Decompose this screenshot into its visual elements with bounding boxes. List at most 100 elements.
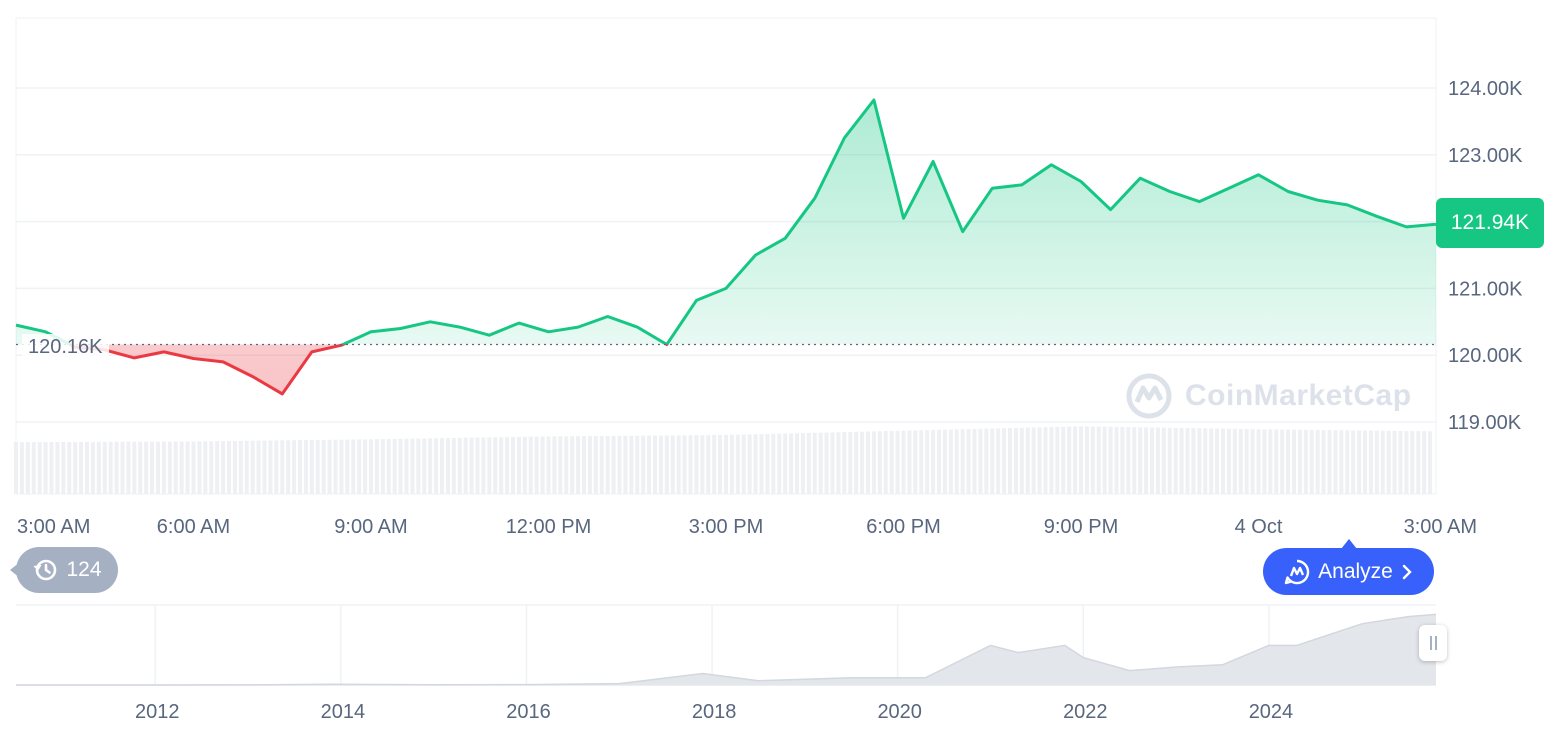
volume-bar bbox=[79, 441, 84, 494]
volume-bar bbox=[292, 440, 297, 494]
volume-bar bbox=[522, 436, 527, 494]
volume-bar bbox=[1209, 428, 1214, 494]
x-tick-label: 6:00 AM bbox=[157, 516, 230, 538]
volume-bar bbox=[339, 439, 344, 494]
overview-line bbox=[16, 613, 1437, 686]
volume-bar bbox=[1073, 426, 1078, 494]
volume-bar bbox=[570, 436, 575, 494]
volume-bar bbox=[1303, 429, 1308, 494]
y-tick-label: 120.00K bbox=[1448, 345, 1523, 367]
volume-bar bbox=[345, 439, 350, 494]
volume-bar bbox=[688, 435, 693, 494]
volume-bar bbox=[238, 440, 243, 494]
area-above-baseline bbox=[16, 100, 1436, 345]
volume-bar bbox=[280, 440, 285, 494]
volume-bar bbox=[481, 437, 486, 494]
overview-year-label: 2012 bbox=[135, 701, 180, 723]
volume-bar bbox=[735, 434, 740, 494]
volume-bar bbox=[1120, 426, 1125, 494]
volume-bar bbox=[990, 428, 995, 494]
volume-bar bbox=[232, 440, 237, 494]
volume-bar bbox=[729, 434, 734, 494]
volume-bar bbox=[1280, 429, 1285, 494]
volume-bar bbox=[262, 440, 267, 494]
volume-bar bbox=[552, 436, 557, 494]
volume-bar bbox=[256, 440, 261, 494]
volume-bar bbox=[972, 428, 977, 494]
volume-bar bbox=[1410, 431, 1415, 494]
volume-bar bbox=[593, 436, 598, 494]
volume-bar bbox=[605, 435, 610, 494]
x-tick-label: 4 Oct bbox=[1235, 516, 1283, 538]
volume-bar bbox=[1262, 429, 1267, 494]
volume-bar bbox=[55, 441, 60, 494]
volume-bar bbox=[860, 431, 865, 494]
volume-bar bbox=[647, 435, 652, 494]
history-button[interactable]: 124 bbox=[10, 547, 118, 593]
volume-bar bbox=[1292, 429, 1296, 494]
overview-area bbox=[16, 614, 1436, 685]
volume-bar bbox=[85, 441, 89, 494]
volume-bar bbox=[676, 435, 681, 494]
volume-bar bbox=[901, 430, 906, 494]
volume-bar bbox=[1108, 426, 1113, 494]
volume-bar bbox=[132, 441, 137, 494]
x-tick-label: 9:00 AM bbox=[334, 516, 407, 538]
volume-bar bbox=[617, 435, 622, 494]
volume-bar bbox=[73, 441, 78, 494]
volume-bar bbox=[250, 440, 255, 494]
watermark-text: CoinMarketCap bbox=[1185, 379, 1412, 412]
volume-bar bbox=[611, 435, 616, 494]
volume-bar bbox=[599, 435, 604, 494]
volume-bar bbox=[1333, 430, 1338, 494]
volume-bar bbox=[469, 437, 474, 494]
volume-bar bbox=[1061, 426, 1066, 494]
overview-year-label: 2020 bbox=[877, 701, 922, 723]
volume-bar bbox=[1031, 427, 1036, 494]
volume-bar bbox=[1203, 428, 1208, 494]
volume-bar bbox=[629, 435, 634, 494]
volume-bar bbox=[108, 441, 113, 494]
volume-bar bbox=[1221, 428, 1225, 494]
volume-bar bbox=[244, 440, 249, 494]
volume-bar bbox=[1398, 430, 1403, 494]
volume-bar bbox=[398, 438, 403, 494]
volume-bar bbox=[913, 430, 918, 494]
volume-bar bbox=[191, 441, 196, 494]
price-line-above bbox=[15, 98, 1437, 345]
volume-bar bbox=[1144, 427, 1149, 494]
volume-bar bbox=[724, 434, 728, 494]
volume-bar bbox=[120, 441, 125, 494]
volume-bar bbox=[1096, 426, 1101, 494]
volume-bar bbox=[546, 436, 551, 494]
volume-bar bbox=[960, 429, 965, 494]
volume-bar bbox=[333, 439, 338, 494]
x-tick-label: 3:00 AM bbox=[1404, 516, 1477, 538]
volume-bar bbox=[37, 442, 42, 494]
volume-bar bbox=[771, 433, 776, 494]
volume-bar bbox=[1055, 426, 1060, 494]
volume-bar bbox=[919, 430, 924, 494]
volume-bar bbox=[877, 431, 882, 494]
volume-bar bbox=[1309, 429, 1314, 494]
overview-year-label: 2022 bbox=[1063, 701, 1108, 723]
volume-bar bbox=[321, 439, 326, 494]
volume-bar bbox=[1114, 426, 1119, 494]
volume-bar bbox=[499, 437, 504, 494]
volume-bar bbox=[90, 441, 95, 494]
volume-bar bbox=[126, 441, 131, 494]
volume-bar bbox=[871, 431, 876, 494]
overview-year-label: 2018 bbox=[692, 701, 737, 723]
x-tick-label: 3:00 PM bbox=[689, 516, 763, 538]
chevron-right-icon bbox=[1402, 564, 1412, 579]
volume-bar bbox=[1037, 427, 1042, 494]
volume-bar bbox=[1019, 427, 1024, 494]
volume-bar bbox=[197, 441, 202, 494]
volume-bar bbox=[1327, 430, 1332, 494]
range-drag-handle[interactable] bbox=[1419, 625, 1447, 661]
volume-bar bbox=[327, 439, 332, 494]
analyze-button[interactable]: Analyze bbox=[1263, 539, 1434, 595]
y-tick-label: 124.00K bbox=[1448, 78, 1523, 100]
volume-bar bbox=[1008, 428, 1012, 494]
